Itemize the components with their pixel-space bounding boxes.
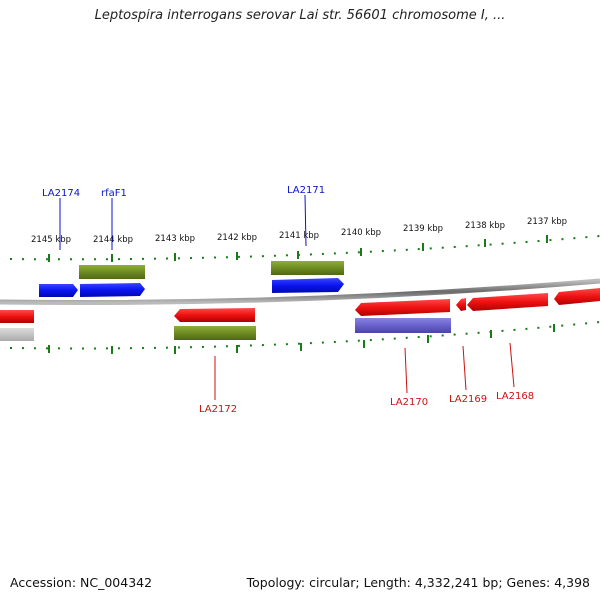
- scale-labels: 2145 kbp 2144 kbp 2143 kbp 2142 kbp 2141…: [31, 217, 567, 245]
- gene-labels-bottom: LA2172 LA2170 LA2169 LA2168: [199, 391, 534, 415]
- topology-text: Topology: circular; Length: 4,332,241 bp…: [246, 575, 590, 590]
- scale-label: 2137 kbp: [527, 217, 567, 227]
- gene-LA2174[interactable]: [39, 284, 78, 297]
- gene-label: LA2174: [42, 188, 80, 199]
- inner-tick-ring: [9, 321, 600, 350]
- feature-green-rfaF1[interactable]: [79, 265, 145, 279]
- feature-purple-LA2170[interactable]: [355, 318, 451, 333]
- scale-label: 2142 kbp: [217, 233, 257, 243]
- feature-gray-left: [0, 328, 34, 341]
- gene-partial-left[interactable]: [0, 310, 34, 323]
- gene-LA2171[interactable]: [272, 278, 344, 293]
- feature-green-LA2171[interactable]: [271, 261, 344, 275]
- gene-LA2168[interactable]: [467, 293, 548, 311]
- scale-label: 2144 kbp: [93, 235, 133, 245]
- scale-label: 2145 kbp: [31, 235, 71, 245]
- scale-major-ticks-bottom: [48, 324, 555, 354]
- gene-label: LA2172: [199, 404, 237, 415]
- feature-green-LA2172[interactable]: [174, 326, 256, 340]
- map-title: Leptospira interrogans serovar Lai str. …: [94, 8, 506, 23]
- gene-label: LA2171: [287, 185, 325, 196]
- label-leaders-top: [59, 194, 307, 250]
- gene-label: rfaF1: [101, 188, 127, 199]
- chromosome-backbone: [0, 278, 600, 306]
- gene-LA2169[interactable]: [456, 298, 466, 311]
- gene-LA2172[interactable]: [174, 308, 255, 322]
- scale-label: 2139 kbp: [403, 224, 443, 234]
- gene-label: LA2169: [449, 394, 487, 405]
- scale-label: 2143 kbp: [155, 234, 195, 244]
- gene-partial-right[interactable]: [554, 288, 600, 305]
- scale-label: 2138 kbp: [465, 221, 505, 231]
- gene-label: LA2170: [390, 397, 428, 408]
- scale-label: 2140 kbp: [341, 228, 381, 238]
- scale-major-ticks-top: [48, 235, 548, 262]
- gene-LA2170[interactable]: [355, 299, 450, 316]
- scale-label: 2141 kbp: [279, 231, 319, 241]
- gene-label: LA2168: [496, 391, 534, 402]
- gene-rfaF1[interactable]: [80, 283, 145, 297]
- accession-text: Accession: NC_004342: [10, 575, 153, 590]
- label-leaders-bottom: [214, 342, 515, 400]
- gene-labels-top: LA2174 rfaF1 LA2171: [42, 185, 325, 199]
